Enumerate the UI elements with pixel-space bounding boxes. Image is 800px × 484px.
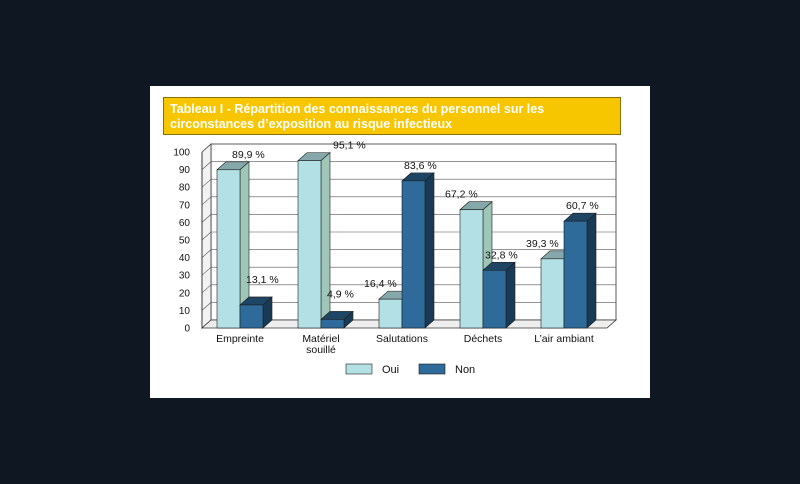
- bar: [563, 220, 588, 329]
- bar-side: [505, 261, 516, 329]
- data-label: 39,3 %: [526, 238, 559, 250]
- y-tick-label: 50: [179, 236, 191, 247]
- bar: [320, 319, 345, 329]
- bar: [297, 160, 322, 329]
- gridline-side: [201, 143, 212, 153]
- x-tick-label: L’air ambiant: [534, 333, 594, 345]
- bar-chart: 0 10 20 30 40 50 60 70 80 90 100 89,9 % 13,1 % Emprei…: [173, 140, 618, 376]
- chart-title-line-2: circonstances d’exposition au risque inf…: [170, 117, 453, 131]
- gridline-side: [201, 266, 212, 276]
- x-tick-label: Déchets: [464, 333, 503, 345]
- bar-side: [586, 212, 597, 329]
- y-tick-label: 70: [179, 200, 191, 211]
- x-tick-label: Matériel: [302, 333, 339, 345]
- gridline-side: [201, 161, 212, 170]
- bar: [540, 258, 565, 329]
- gridline-side: [201, 178, 212, 188]
- y-tick-label: 100: [173, 148, 190, 159]
- chart-panel: Tableau I - Répartition des connaissance…: [150, 86, 650, 398]
- gridline-side: [201, 302, 212, 311]
- bar: [482, 269, 507, 329]
- x-tick-label: souillé: [306, 344, 336, 356]
- y-tick-label: 20: [179, 288, 191, 299]
- x-tick-label: Salutations: [376, 333, 428, 345]
- x-tick-label: Empreinte: [216, 333, 264, 345]
- bar: [239, 304, 264, 329]
- data-label: 67,2 %: [445, 189, 478, 201]
- data-label: 83,6 %: [404, 160, 437, 172]
- bar: [216, 169, 241, 329]
- chart-title: Tableau I - Répartition des connaissance…: [163, 97, 621, 135]
- y-tick-label: 40: [179, 253, 191, 264]
- data-label: 95,1 %: [333, 140, 366, 152]
- y-tick-label: 30: [179, 271, 191, 282]
- data-label: 60,7 %: [566, 200, 599, 212]
- gridline-side: [201, 284, 212, 294]
- gridline-side: [201, 231, 212, 241]
- data-label: 4,9 %: [327, 288, 354, 300]
- chart-title-line-1: Tableau I - Répartition des connaissance…: [170, 102, 545, 116]
- y-tick-label: 10: [179, 306, 191, 317]
- bar-side: [424, 172, 435, 329]
- bar: [401, 180, 426, 329]
- legend-swatch: [345, 363, 373, 375]
- data-label: 89,9 %: [232, 149, 265, 161]
- legend-label: Non: [455, 364, 475, 376]
- data-label: 16,4 %: [364, 278, 397, 290]
- y-tick-label: 0: [184, 324, 190, 335]
- legend-swatch: [418, 363, 446, 375]
- y-tick-label: 80: [179, 183, 191, 194]
- gridline-side: [201, 214, 212, 223]
- bar-side: [320, 151, 331, 329]
- data-label: 13,1 %: [246, 274, 279, 286]
- gridline-side: [201, 196, 212, 206]
- bar: [459, 209, 484, 329]
- bar: [378, 298, 403, 329]
- y-tick-label: 60: [179, 218, 191, 229]
- y-tick-label: 90: [179, 165, 191, 176]
- gridline-side: [201, 249, 212, 258]
- legend-label: Oui: [382, 364, 399, 376]
- data-label: 32,8 %: [485, 249, 518, 261]
